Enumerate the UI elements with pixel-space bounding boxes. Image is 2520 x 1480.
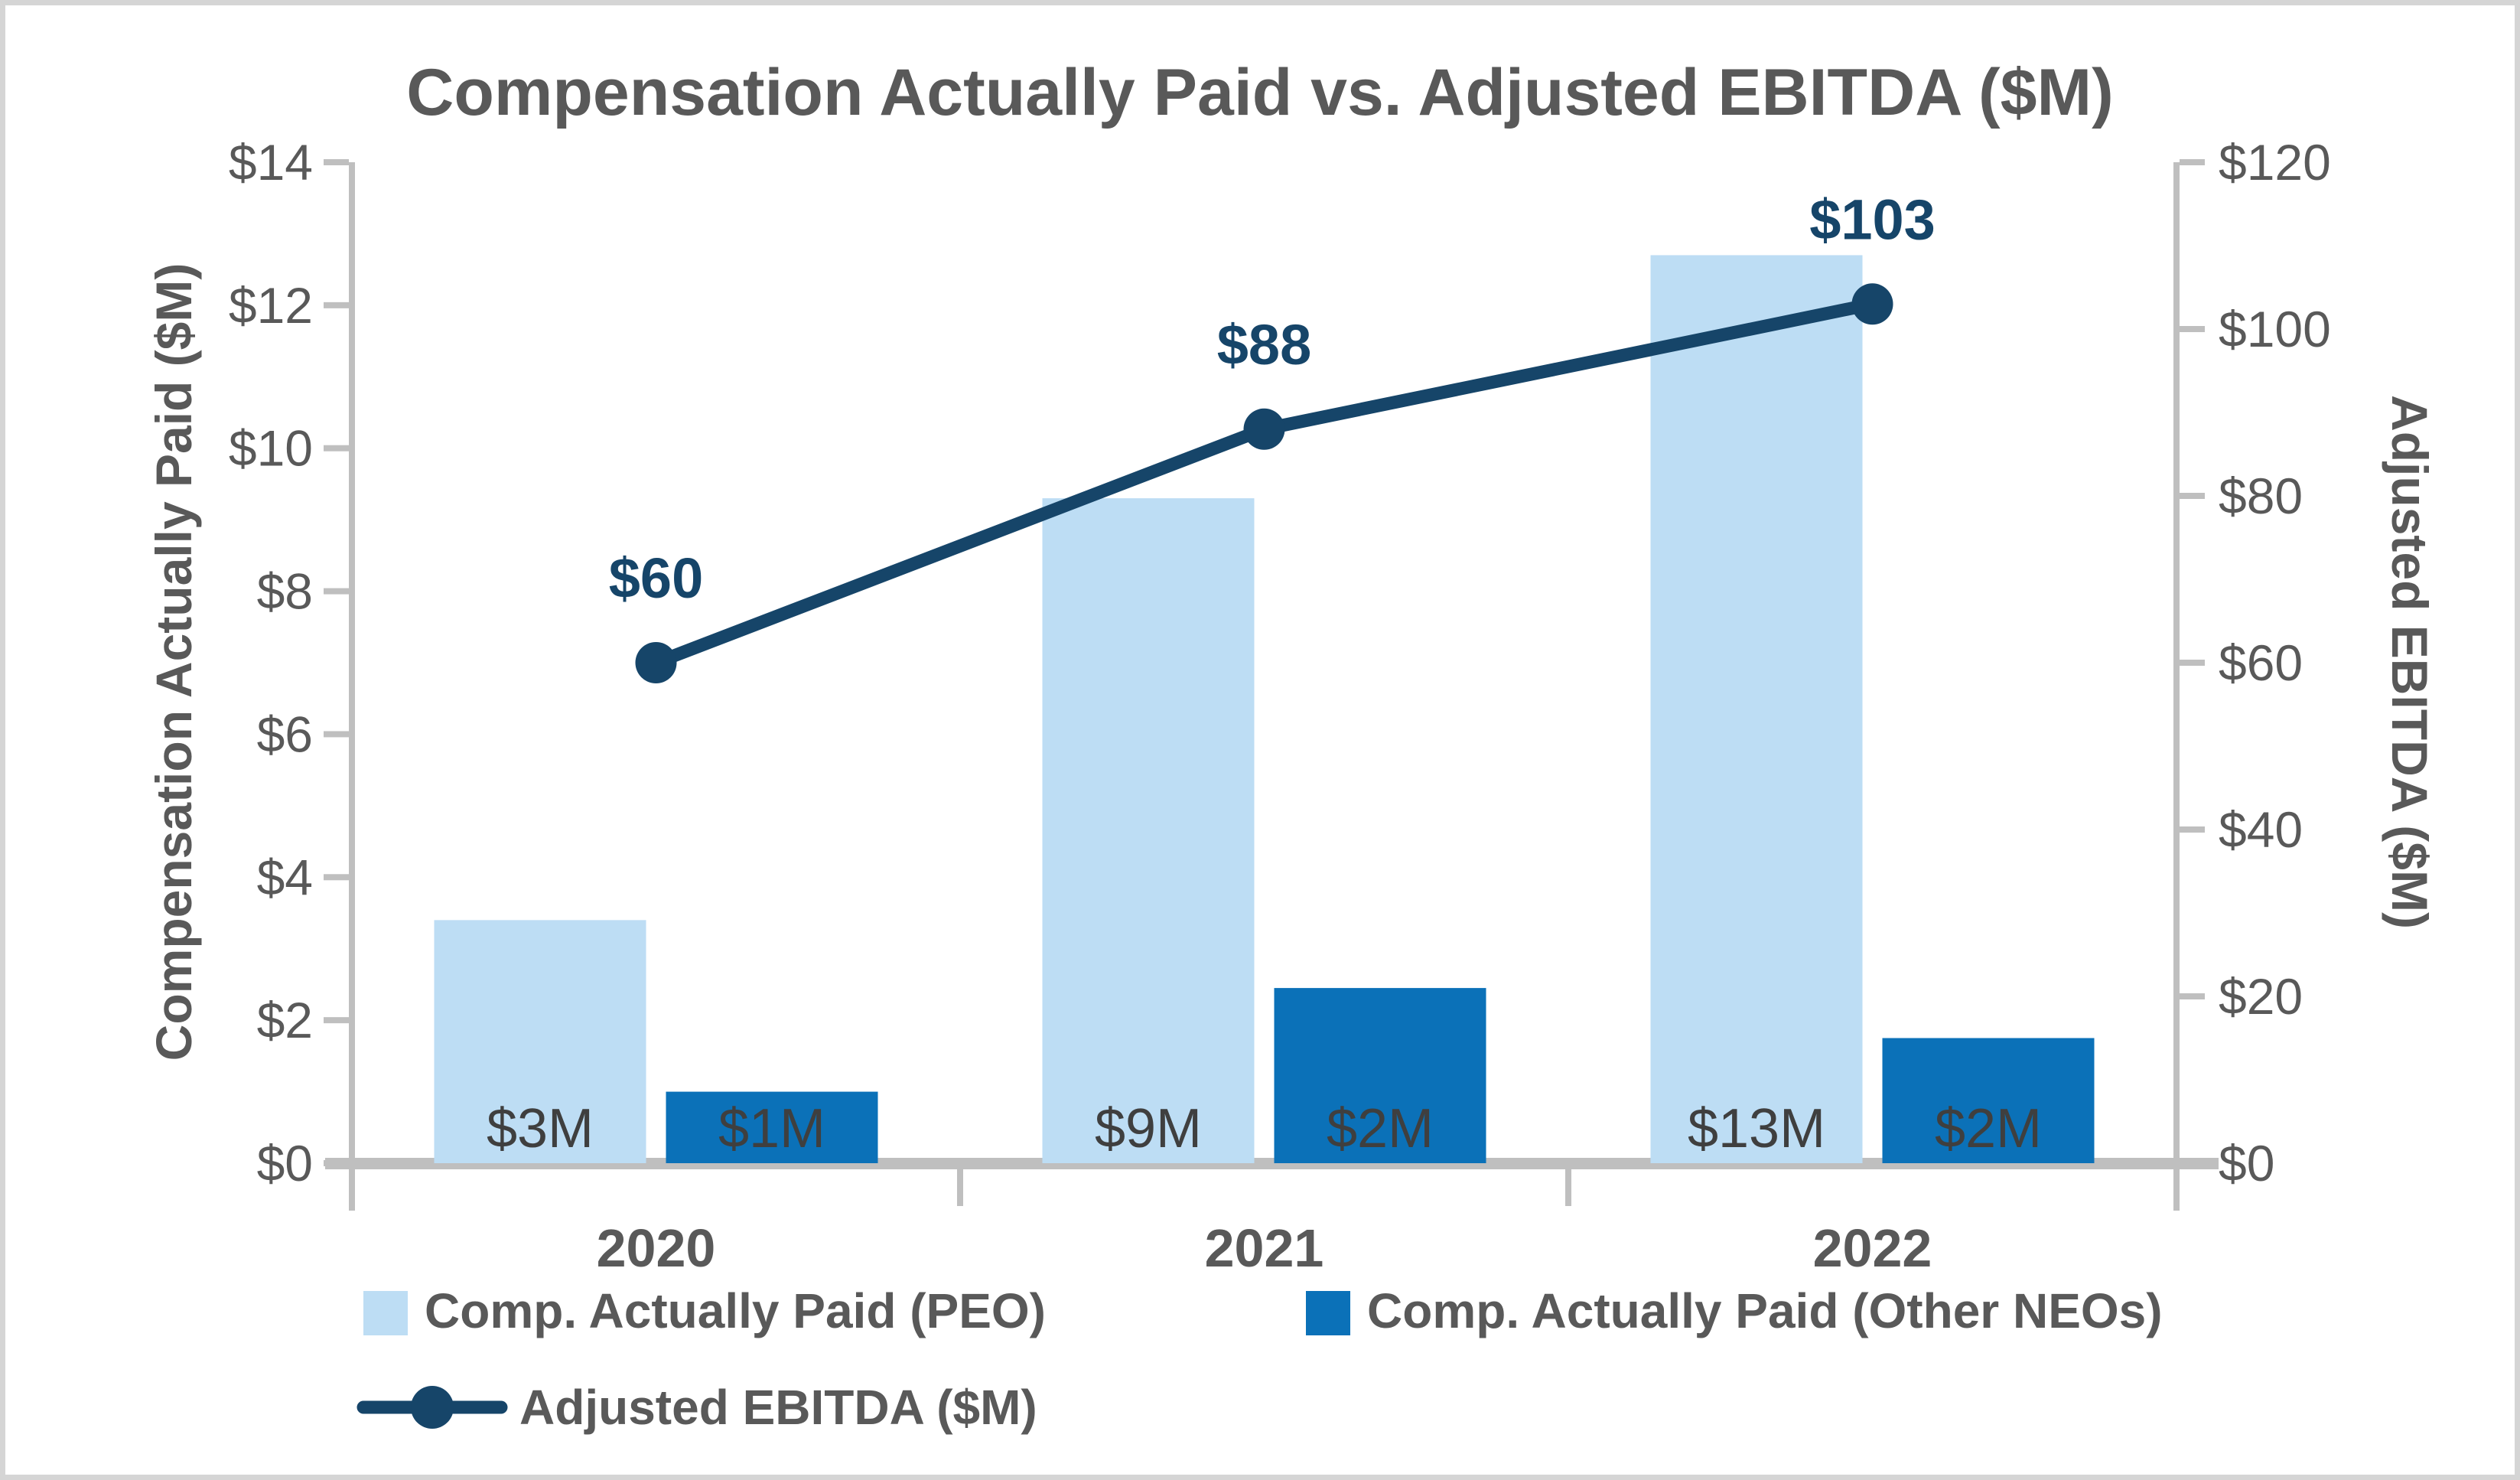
left-axis-tick-label: $14 bbox=[229, 134, 313, 191]
line-layer bbox=[635, 283, 1893, 683]
bar-data-label: $2M bbox=[1935, 1098, 2042, 1159]
bar-peo-2020 bbox=[434, 920, 646, 1163]
ebitda-line-point bbox=[1851, 283, 1893, 325]
category-label: 2020 bbox=[597, 1218, 716, 1278]
ebitda-data-label: $88 bbox=[1217, 313, 1311, 377]
left-axis-tick bbox=[324, 302, 349, 308]
left-axis-line bbox=[349, 162, 355, 1211]
right-axis-tick bbox=[2180, 660, 2205, 666]
left-axis-tick-label: $0 bbox=[257, 1135, 313, 1191]
left-axis-tick bbox=[324, 159, 349, 165]
right-axis-tick bbox=[2180, 326, 2205, 332]
right-axis-tick bbox=[2180, 1160, 2205, 1166]
bar-peo-2022 bbox=[1650, 255, 1863, 1163]
ebitda-data-label: $60 bbox=[609, 546, 703, 610]
legend-label: Adjusted EBITDA ($M) bbox=[519, 1380, 1037, 1435]
right-axis-tick bbox=[2180, 493, 2205, 499]
bar-data-label: $13M bbox=[1688, 1098, 1825, 1159]
legend-swatch bbox=[363, 1291, 408, 1335]
left-axis-tick-label: $4 bbox=[257, 849, 313, 905]
ebitda-data-label: $103 bbox=[1809, 187, 1936, 251]
labels-layer: $0 $2 $4 $6 $8 $10 $12 $14 $0 $20 $40 $60 $80 $100 $12… bbox=[229, 134, 2331, 1278]
right-axis-line bbox=[2173, 162, 2180, 1211]
legend-label: Comp. Actually Paid (PEO) bbox=[425, 1283, 1046, 1338]
right-axis-tick-label: $20 bbox=[2219, 968, 2303, 1025]
bar-neos-2020 bbox=[666, 1091, 878, 1163]
legend-line-marker bbox=[411, 1386, 454, 1429]
category-label: 2022 bbox=[1813, 1218, 1932, 1278]
left-axis-tick-label: $10 bbox=[229, 420, 313, 477]
ebitda-line-point bbox=[635, 642, 677, 683]
right-axis-tick-label: $0 bbox=[2219, 1135, 2274, 1191]
right-axis-title: Adjusted EBITDA ($M) bbox=[2382, 395, 2438, 929]
right-axis-tick-label: $80 bbox=[2219, 468, 2303, 524]
legend-layer: Comp. Actually Paid (PEO) Comp. Actually … bbox=[357, 1283, 2163, 1435]
right-axis-tick-label: $40 bbox=[2219, 801, 2303, 858]
left-axis-tick-label: $8 bbox=[257, 563, 313, 620]
left-axis-tick bbox=[324, 588, 349, 595]
legend-label: Comp. Actually Paid (Other NEOs) bbox=[1367, 1283, 2163, 1338]
right-axis-tick-label: $120 bbox=[2219, 134, 2331, 191]
bar-data-label: $9M bbox=[1095, 1098, 1202, 1159]
right-axis-tick-label: $60 bbox=[2219, 634, 2303, 691]
left-axis-tick-label: $6 bbox=[257, 706, 313, 762]
category-label: 2021 bbox=[1205, 1218, 1324, 1278]
left-axis-tick bbox=[324, 445, 349, 451]
bars-layer bbox=[434, 255, 2095, 1163]
bar-neos-2021 bbox=[1274, 988, 1486, 1163]
left-axis-tick bbox=[324, 731, 349, 738]
right-axis-tick bbox=[2180, 826, 2205, 833]
legend-swatch bbox=[1306, 1291, 1350, 1335]
bar-data-label: $3M bbox=[487, 1098, 594, 1159]
combo-chart: Compensation Actually Paid vs. Adjusted … bbox=[145, 56, 2438, 1435]
right-axis-tick bbox=[2180, 993, 2205, 999]
bar-neos-2022 bbox=[1882, 1038, 2095, 1163]
bar-peo-2021 bbox=[1042, 498, 1255, 1163]
right-axis-tick bbox=[2180, 159, 2205, 165]
left-axis-tick bbox=[324, 1160, 349, 1166]
category-tick bbox=[1565, 1163, 1571, 1206]
right-axis-tick-label: $100 bbox=[2219, 301, 2331, 357]
left-axis-tick bbox=[324, 1017, 349, 1024]
left-axis-tick-label: $12 bbox=[229, 277, 313, 334]
bar-data-label: $2M bbox=[1327, 1098, 1434, 1159]
chart-title: Compensation Actually Paid vs. Adjusted … bbox=[406, 56, 2114, 129]
category-tick bbox=[957, 1163, 963, 1206]
left-axis-tick bbox=[324, 874, 349, 881]
left-axis-title: Compensation Actually Paid ($M) bbox=[145, 263, 202, 1061]
left-axis-tick-label: $2 bbox=[257, 992, 313, 1048]
ebitda-line-point bbox=[1243, 408, 1285, 450]
bar-data-label: $1M bbox=[718, 1098, 825, 1159]
